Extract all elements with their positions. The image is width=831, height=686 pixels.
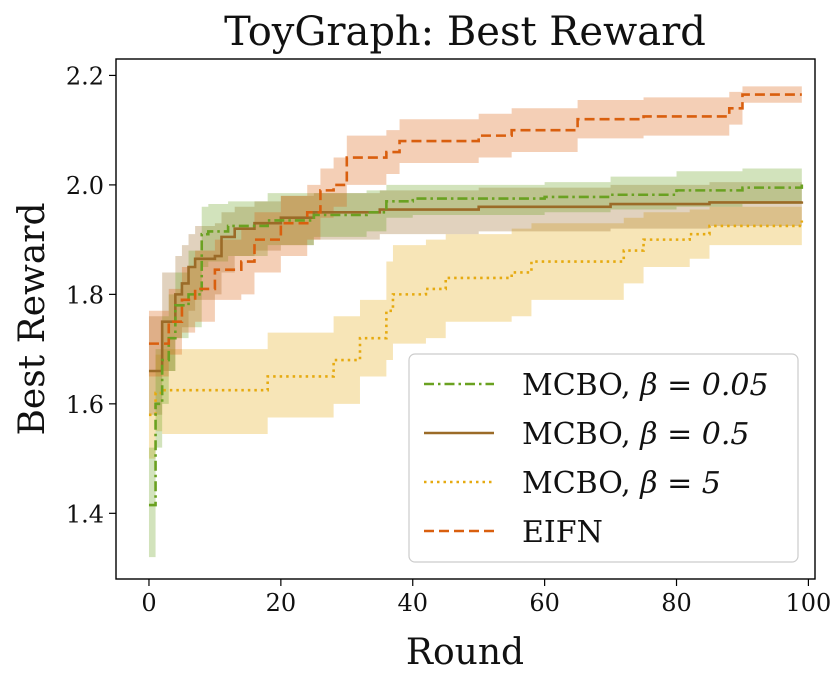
confidence-band-3 <box>148 86 802 377</box>
y-tick-label: 1.8 <box>66 281 104 309</box>
legend-box <box>408 353 799 563</box>
legend-label-0: MCBO, β = 0.05 <box>522 368 769 403</box>
legend-label-2: MCBO, β = 5 <box>522 466 721 501</box>
y-tick-label: 2.0 <box>66 172 104 200</box>
series-line-1 <box>148 201 804 373</box>
y-tick-label: 2.2 <box>66 62 104 90</box>
confidence-band-1 <box>148 179 802 415</box>
x-tick-label: 80 <box>661 589 692 617</box>
series-line-0 <box>148 182 804 507</box>
confidence-band-2 <box>148 204 802 459</box>
y-axis-label: Best Reward <box>12 202 53 435</box>
legend-label-1: MCBO, β = 0.5 <box>522 417 749 452</box>
y-tick-label: 1.6 <box>66 391 104 419</box>
confidence-bands <box>148 86 802 558</box>
x-tick-label: 20 <box>266 589 297 617</box>
x-tick-label: 40 <box>397 589 428 617</box>
series-line-2 <box>148 220 804 417</box>
x-tick-label: 0 <box>141 589 156 617</box>
series-line-3 <box>148 93 802 345</box>
x-axis-label: Round <box>406 632 524 673</box>
plot-frame <box>115 58 816 580</box>
legend: MCBO, β = 0.05 MCBO, β = 0.5 MCBO, β = 5 EI… <box>408 353 799 563</box>
series-lines <box>148 93 804 507</box>
x-tick-label: 100 <box>785 589 831 617</box>
legend-label-3: EIFN <box>522 515 603 550</box>
x-axis-ticks: 0 20 40 60 80 100 <box>141 579 831 617</box>
chart-title: ToyGraph: Best Reward <box>224 9 706 55</box>
x-tick-label: 60 <box>529 589 560 617</box>
y-tick-label: 1.4 <box>66 500 104 528</box>
confidence-band-0 <box>148 165 802 558</box>
y-axis-ticks: 1.4 1.6 1.8 2.0 2.2 <box>66 62 116 528</box>
